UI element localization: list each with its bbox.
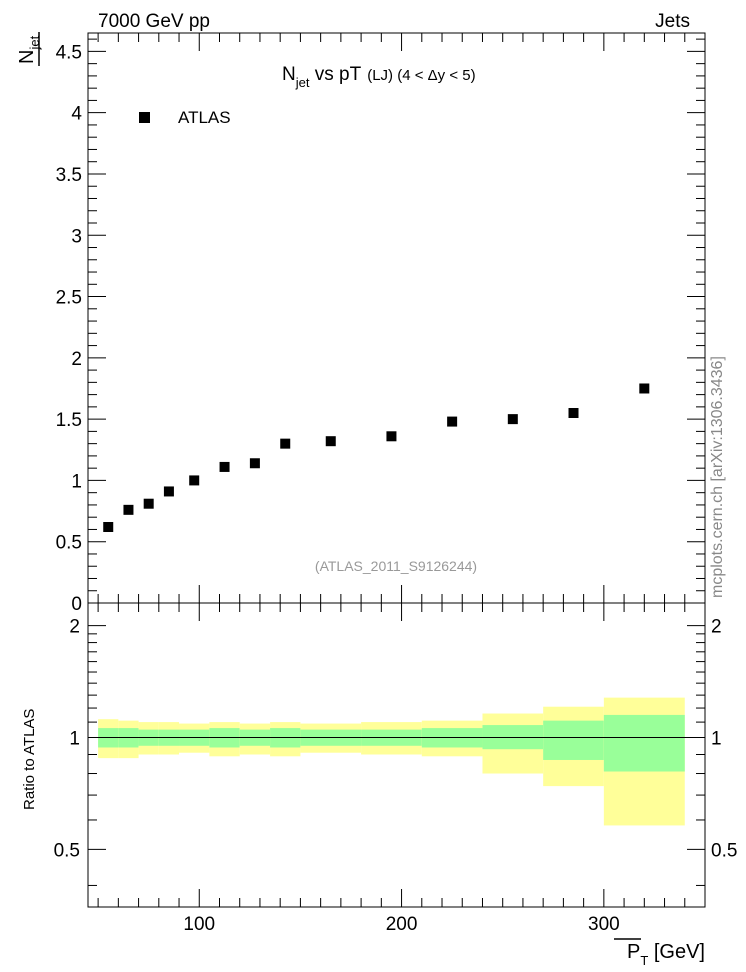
data-point [568, 408, 579, 418]
y-tick-label: 3.5 [56, 165, 82, 186]
y-tick-label: 2 [71, 349, 82, 370]
data-points [103, 383, 650, 532]
analysis-watermark: (ATLAS_2011_S9126244) [315, 558, 477, 574]
data-point [123, 504, 134, 515]
data-point [325, 436, 336, 447]
main-plot-title: Njet vs pT (LJ) (4 < Δy < 5) [282, 64, 476, 90]
main-y-axis-ticks: 0 0.5 1 1.5 2 2.5 3 3.5 4 4.5 [56, 33, 705, 615]
header-category-label: Jets [655, 11, 690, 32]
data-point [447, 416, 458, 427]
x-tick-label: 300 [588, 914, 620, 935]
x-axis-label: PT [GeV] [614, 938, 705, 968]
title-main-symbol: N [282, 64, 296, 85]
x-label-subscript: T [640, 953, 648, 968]
y-tick-label: 1 [71, 471, 82, 492]
ratio-y-axis-label: Ratio to ATLAS [21, 709, 38, 810]
data-point [189, 475, 200, 486]
x-label-unit: [GeV] [648, 941, 705, 963]
legend-marker-atlas [139, 112, 150, 123]
ratio-bands [98, 697, 685, 826]
title-subscript: jet [295, 75, 310, 90]
data-point [163, 486, 174, 497]
legend-label-atlas: ATLAS [178, 108, 231, 127]
y-tick-label: 0.5 [56, 533, 82, 554]
data-point [249, 458, 260, 469]
ratio-band-inner [543, 720, 604, 760]
ratio-tick-label-right: 0.5 [711, 840, 737, 861]
ratio-tick-label-right: 1 [711, 728, 722, 749]
ratio-band-inner [603, 714, 685, 772]
data-point [507, 414, 518, 425]
title-selection-tag: (LJ) (4 < Δy < 5) [367, 67, 475, 84]
data-point [143, 498, 154, 509]
ratio-tick-label: 2 [69, 617, 80, 638]
ratio-tick-label: 0.5 [54, 840, 80, 861]
title-rest: vs pT [309, 64, 361, 85]
y-tick-label: 3 [71, 226, 82, 247]
y-tick-label: 4 [71, 104, 82, 125]
ratio-axis-ticks: 0.5 0.5 1 1 2 2 100 200 300 [54, 603, 737, 935]
y-tick-label: 4.5 [56, 42, 82, 63]
y-tick-label: 1.5 [56, 410, 82, 431]
data-point [280, 438, 291, 449]
ratio-tick-label-right: 2 [711, 617, 722, 638]
data-point [386, 431, 397, 442]
data-point [639, 383, 650, 394]
x-label-symbol: P [627, 941, 640, 963]
x-tick-label: 200 [386, 914, 418, 935]
svg-text:PT [GeV]: PT [GeV] [627, 941, 705, 968]
x-tick-label: 100 [183, 914, 215, 935]
svg-text:Njet: Njet [16, 35, 42, 64]
data-point [103, 522, 114, 532]
side-source-label: mcplots.cern.ch [arXiv:1306.3436] [709, 356, 726, 598]
y-label-symbol: N [16, 50, 38, 64]
main-y-axis-label: Njet [16, 32, 42, 66]
data-point [219, 461, 230, 472]
y-tick-label: 0 [71, 594, 82, 615]
ratio-tick-label: 1 [69, 728, 80, 749]
header-energy-label: 7000 GeV pp [98, 11, 210, 32]
y-tick-label: 2.5 [56, 288, 82, 309]
